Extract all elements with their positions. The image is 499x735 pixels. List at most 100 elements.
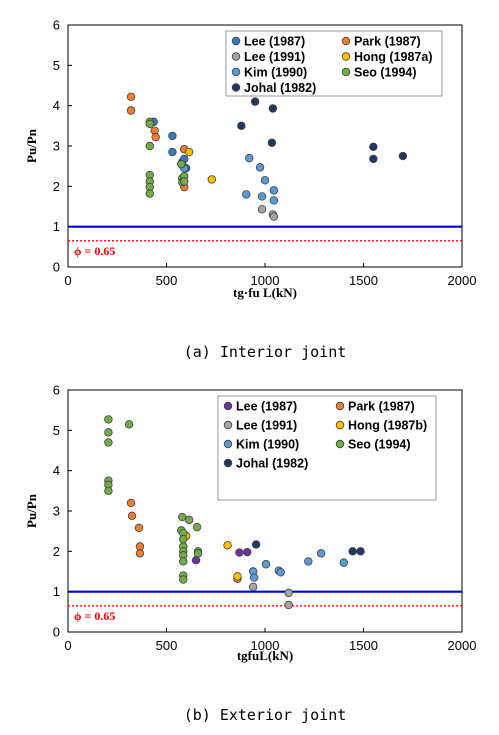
legend-label: Hong (1987b) [348,419,427,433]
data-point [223,541,232,550]
x-tick-label: 2000 [448,273,477,288]
data-point [276,568,285,577]
legend-marker [341,52,351,61]
y-axis-label: Pu/Pn [24,128,39,163]
x-tick-label: 1500 [349,638,378,653]
y-tick-label: 3 [53,504,60,519]
legend-label: Lee (1987) [236,400,297,414]
legend-label: Johal (1982) [236,457,308,471]
x-tick-label: 1000 [251,273,280,288]
data-point [356,547,365,556]
data-point [178,512,187,522]
legend-box [225,30,443,97]
data-point [124,420,134,429]
data-point [126,92,136,101]
data-point [179,535,188,544]
data-point [191,556,201,565]
data-point [316,549,326,558]
y-tick-label: 1 [53,584,60,599]
data-point [269,212,279,221]
data-point [177,159,186,169]
x-tick-label: 500 [156,273,178,288]
y-tick-label: 2 [53,544,60,559]
data-point [126,106,136,115]
legend-label: Park (1987) [348,400,415,414]
data-point [284,600,293,610]
data-point [369,154,378,164]
legend-marker [231,36,241,46]
x-tick-label: 0 [64,273,71,288]
data-point [267,138,277,147]
x-tick-label: 1000 [251,638,280,653]
data-point [233,572,242,581]
legend-label: Lee (1991) [244,50,305,64]
y-tick-label: 6 [53,383,60,398]
data-point [184,515,194,525]
data-point [193,549,203,558]
chart-caption: (b) Exterior joint [184,706,347,724]
data-point [145,119,154,129]
phi-label: ϕ = 0.65 [74,609,115,623]
data-point [126,498,136,508]
y-tick-label: 0 [53,260,60,275]
chart-panel-b: 0 500 1000 1500 2000 0 1 2 3 4 5 6 ϕ = 0.65 Lee (1987… [24,383,476,725]
data-point [269,186,279,195]
data-point [134,523,144,533]
data-point [245,153,254,163]
legend-box [217,395,437,501]
data-point [304,557,313,566]
data-point [168,131,177,141]
legend-marker [223,439,233,449]
y-tick-label: 4 [53,98,60,113]
legend-marker [231,67,241,77]
y-tick-label: 5 [53,58,60,73]
legend-label: Park (1987) [354,35,421,49]
data-point [339,558,348,567]
data-point [180,177,189,186]
data-point [151,132,160,142]
phi-label: ϕ = 0.65 [74,244,115,258]
data-point [145,189,154,198]
data-point [127,511,137,521]
data-point [104,428,113,437]
data-point [184,147,194,157]
x-tick-label: 1500 [349,273,378,288]
data-point [248,582,258,592]
legend-label: Lee (1991) [236,419,297,433]
legend-label: Kim (1990) [236,438,299,452]
legend-marker [223,401,233,411]
legend-label: Seo (1994) [354,66,417,80]
legend-marker [335,401,345,411]
data-point [242,190,251,199]
data-point [348,547,357,556]
data-point [284,588,293,598]
data-point [192,522,202,532]
data-point [261,560,271,569]
data-point [168,147,177,157]
y-tick-label: 1 [53,219,60,234]
data-point [207,175,217,184]
y-tick-label: 0 [53,625,60,640]
legend-marker [341,67,351,77]
data-point [269,196,279,205]
data-point [135,549,145,558]
y-axis-label: Pu/Pn [24,493,39,528]
data-point [398,151,408,161]
legend-marker [341,36,351,46]
data-point [268,104,278,113]
legend-marker [223,458,233,468]
data-point [243,547,252,557]
legend-marker [223,420,233,430]
data-point [237,121,246,131]
chart-panel-a: 0 500 1000 1500 2000 0 1 2 3 4 5 6 ϕ = 0.65 Lee (1987… [24,18,476,362]
y-tick-label: 5 [53,423,60,438]
legend-marker [335,439,345,449]
data-point [250,97,260,106]
chart-caption: (a) Interior joint [184,343,347,361]
legend-label: Hong (1987a) [354,50,433,64]
legend-label: Lee (1987) [244,35,305,49]
data-point [257,192,267,201]
data-point [257,205,267,214]
data-point [179,557,188,566]
